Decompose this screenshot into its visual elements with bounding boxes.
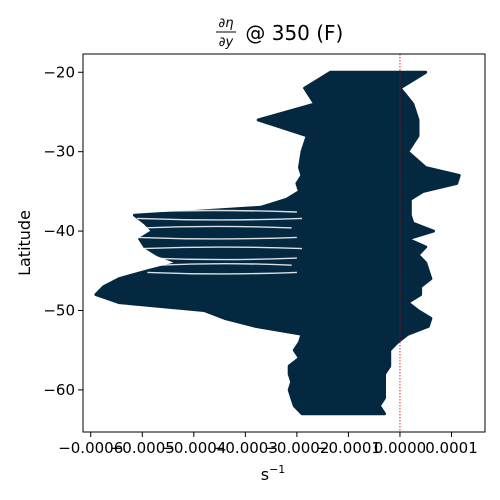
x-axis: −0.0006−0.0005−0.0004−0.0003−0.0002−0.00…: [58, 432, 478, 457]
x-axis-label-exponent: −1: [269, 463, 285, 476]
y-axis-label: Latitude: [15, 210, 34, 276]
y-tick-label-3: −50: [43, 302, 75, 320]
y-tick-label-1: −30: [43, 143, 75, 161]
tendril-gap-3: [137, 236, 297, 240]
x-tick-label-7: 0.0001: [425, 439, 478, 457]
title-numerator: ∂η: [219, 16, 234, 31]
x-tick-label-3: −0.0003: [213, 439, 278, 457]
y-axis: −20 −30 −40 −50 −60: [43, 63, 83, 399]
title-denominator: ∂y: [219, 35, 234, 50]
tendril-gap-5: [147, 257, 297, 261]
axes-frame: [82, 53, 486, 433]
tendril-gap-1: [137, 217, 303, 221]
y-tick-label-4: −60: [43, 381, 75, 399]
x-tick-label-6: 0.0000: [374, 439, 427, 457]
tendril-gap-0: [131, 209, 297, 213]
tendril-gap-6: [157, 263, 292, 266]
tendril-gap-2: [142, 225, 292, 229]
tendril-gap-7: [147, 271, 297, 275]
svg-text:s−1: s−1: [261, 463, 286, 484]
line-bundle-envelope: [94, 70, 461, 416]
chart-title: ∂η ∂y @ 350 (F): [216, 16, 343, 50]
x-tick-label-0: −0.0006: [58, 439, 123, 457]
x-tick-label-1: −0.0005: [110, 439, 175, 457]
tendril-gap-4: [142, 246, 303, 250]
x-axis-label-base: s: [261, 465, 269, 484]
title-text: @ 350 (F): [239, 21, 343, 45]
x-tick-label-4: −0.0002: [264, 439, 329, 457]
y-tick-label-0: −20: [43, 63, 75, 81]
x-tick-label-5: −0.0001: [316, 439, 381, 457]
y-tick-label-2: −40: [43, 222, 75, 240]
x-axis-label: s−1: [261, 463, 286, 484]
x-tick-label-2: −0.0004: [161, 439, 226, 457]
plot-area: [94, 54, 461, 432]
